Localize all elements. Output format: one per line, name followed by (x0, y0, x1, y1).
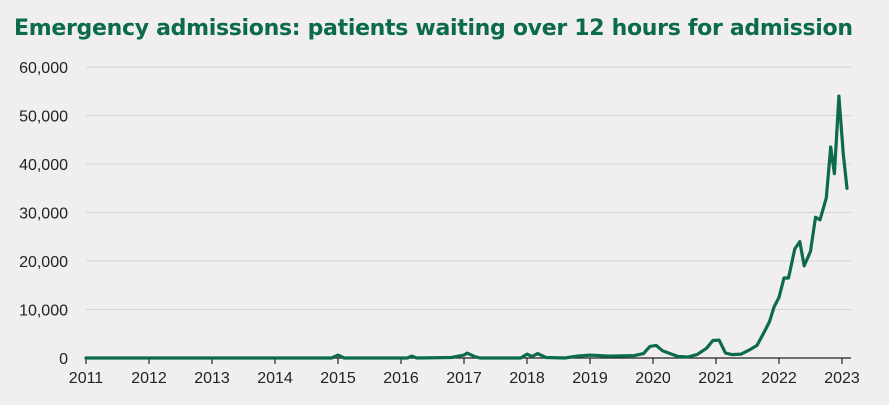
y-tick-label: 50,000 (19, 109, 68, 126)
x-tick-label: 2023 (824, 370, 860, 387)
x-tick-label: 2020 (635, 370, 671, 387)
x-tick-label: 2016 (383, 370, 419, 387)
y-tick-label: 0 (59, 351, 68, 368)
x-tick-label: 2011 (69, 370, 104, 387)
x-tick-label: 2019 (572, 370, 608, 387)
x-tick-label: 2015 (320, 370, 356, 387)
chart-title: Emergency admissions: patients waiting o… (14, 16, 853, 41)
x-tick-label: 2021 (698, 370, 734, 387)
y-tick-label: 40,000 (19, 157, 68, 174)
x-tick-label: 2014 (257, 370, 293, 387)
x-tick-label: 2013 (194, 370, 230, 387)
x-tick-label: 2017 (446, 370, 482, 387)
x-tick-label: 2022 (761, 370, 797, 387)
data-line (84, 94, 849, 360)
x-tick-label: 2018 (509, 370, 545, 387)
y-tick-label: 20,000 (19, 254, 68, 271)
x-tick-label: 2012 (131, 370, 167, 387)
y-tick-label: 10,000 (19, 303, 68, 320)
y-tick-label: 60,000 (19, 60, 68, 77)
y-tick-label: 30,000 (19, 206, 68, 223)
